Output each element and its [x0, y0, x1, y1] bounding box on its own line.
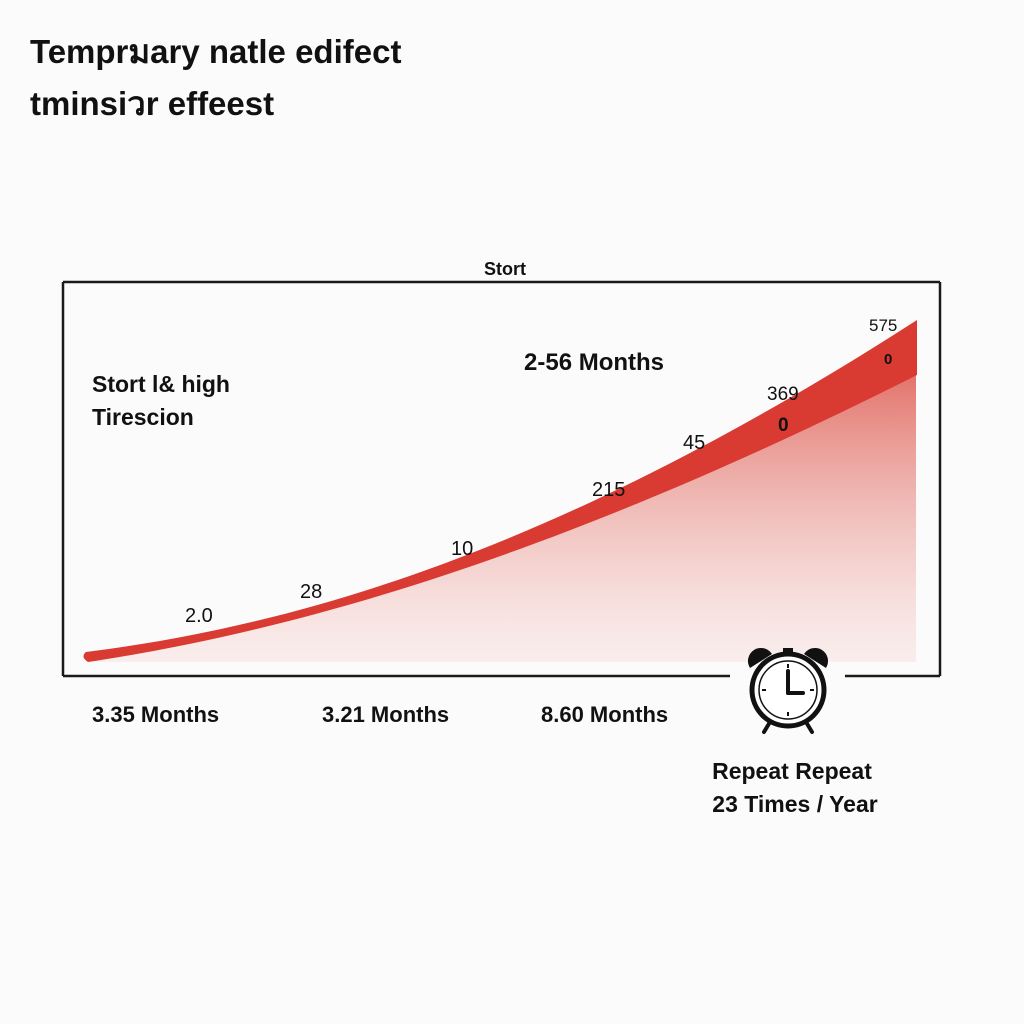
left-note-line-2: Tirescion	[92, 404, 194, 430]
repeat-line-2: 23 Times / Year	[712, 791, 877, 817]
chart-title: Temprมary natle edifect tminsiวr effeest	[30, 26, 401, 130]
title-line-2: tminsiวr effeest	[30, 85, 275, 122]
left-note-line-1: Stort l& high	[92, 371, 230, 397]
repeat-line-1: Repeat Repeat	[712, 758, 872, 784]
data-label: 45	[683, 432, 705, 454]
data-label: 0	[884, 351, 892, 368]
x-tick-label: 8.60 Months	[541, 702, 668, 727]
data-label: 2.0	[185, 605, 213, 627]
alarm-clock-icon	[747, 647, 829, 734]
chart-top-label: Stort	[484, 259, 526, 279]
data-label: 369	[767, 384, 799, 405]
data-label: 28	[300, 581, 322, 603]
data-label: 575	[869, 316, 897, 335]
data-label: 0	[778, 415, 789, 436]
data-label: 10	[451, 538, 473, 560]
title-line-1: Temprมary natle edifect	[30, 33, 402, 70]
x-tick-label: 3.35 Months	[92, 702, 219, 727]
x-tick-label: 3.21 Months	[322, 702, 449, 727]
area-fill	[88, 372, 916, 662]
data-label: 215	[592, 479, 625, 501]
center-note: 2-56 Months	[524, 349, 664, 376]
